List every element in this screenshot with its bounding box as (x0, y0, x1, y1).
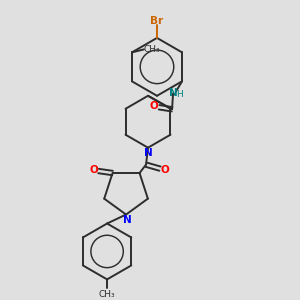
Text: O: O (89, 165, 98, 175)
Text: N: N (144, 148, 152, 158)
Text: N: N (169, 88, 177, 98)
Text: H: H (176, 90, 182, 99)
Text: CH₃: CH₃ (99, 290, 116, 299)
Text: Br: Br (150, 16, 164, 26)
Text: O: O (160, 165, 169, 175)
Text: O: O (150, 101, 158, 111)
Text: N: N (123, 214, 131, 224)
Text: CH₃: CH₃ (144, 45, 160, 54)
